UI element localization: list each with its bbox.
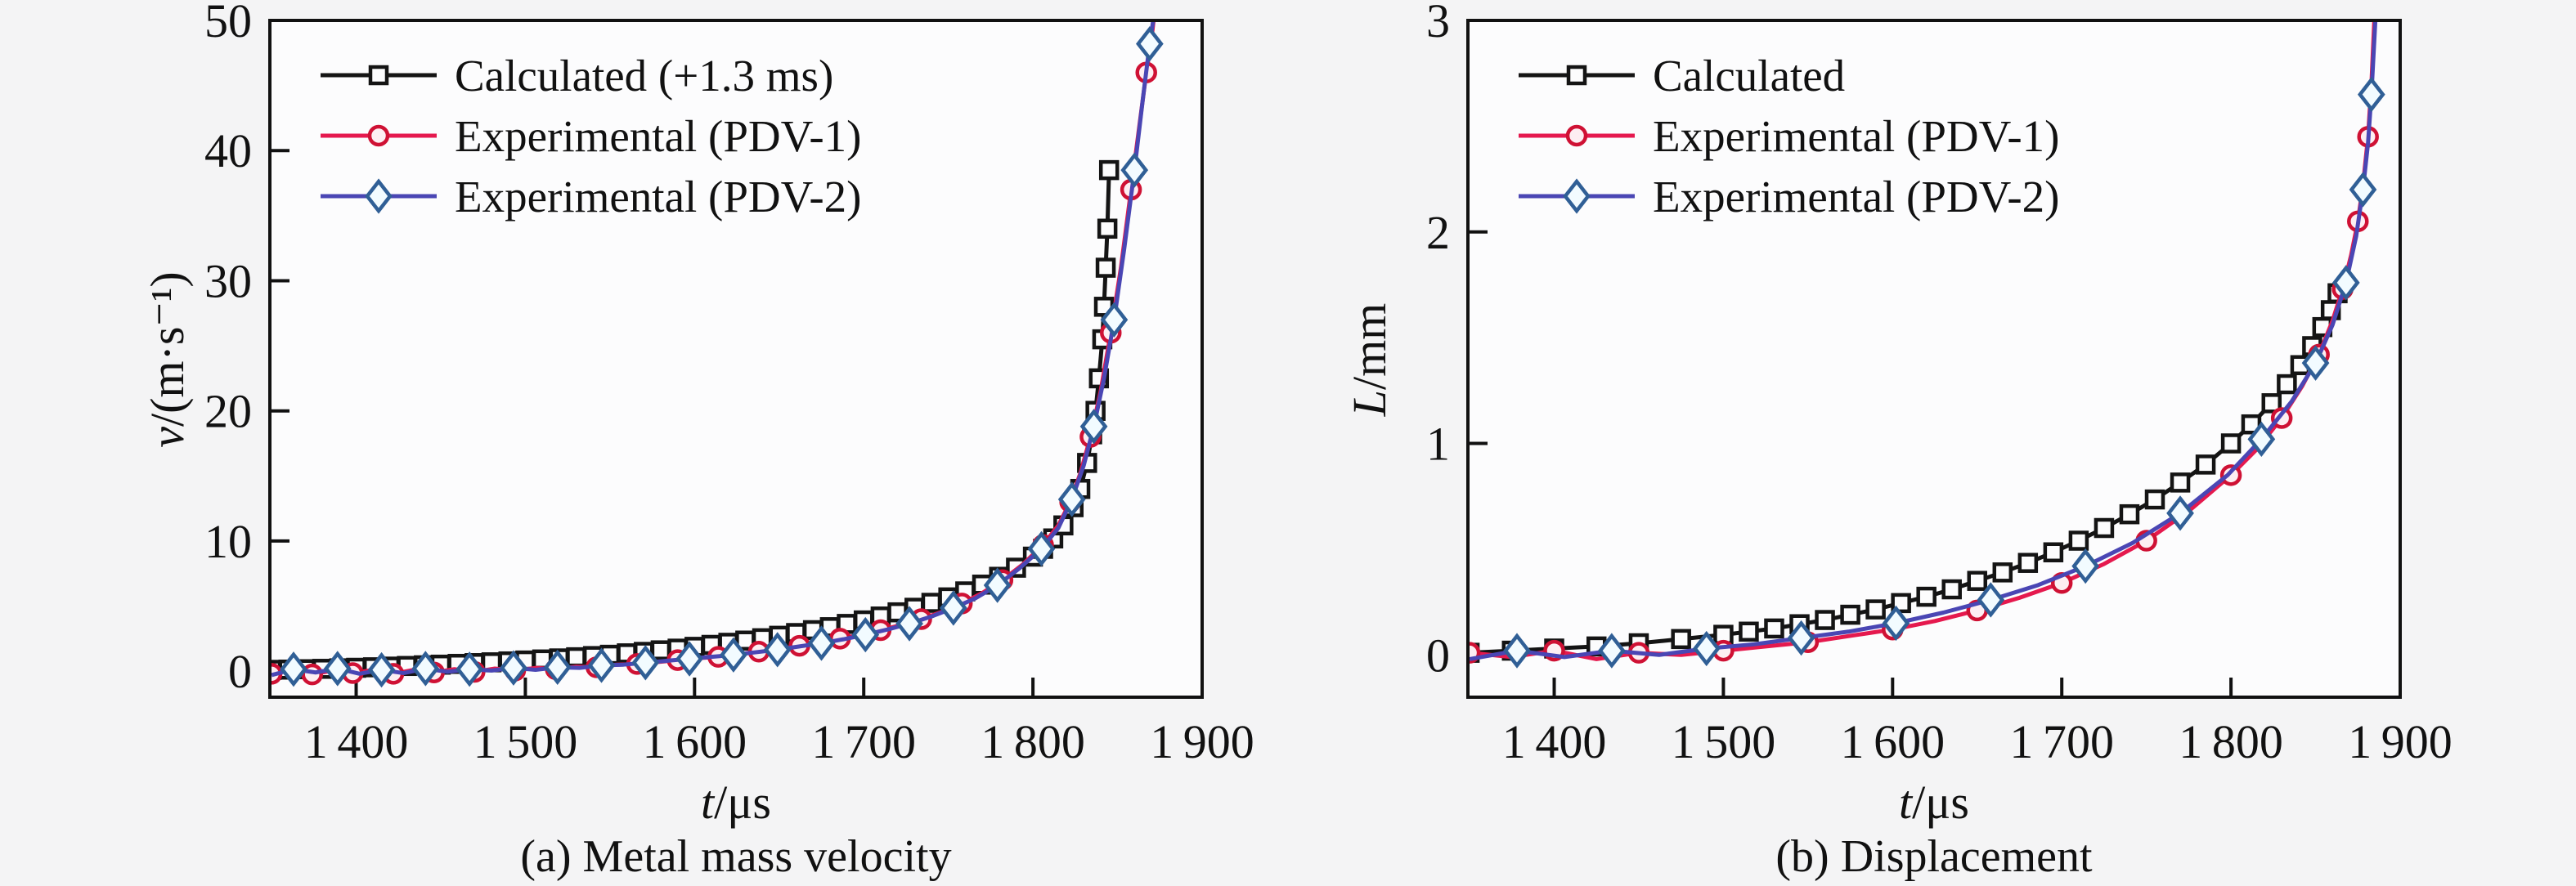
pdv2-series-marker-icon: [1515, 178, 1638, 214]
plot-frame: [1466, 19, 2402, 699]
legend-item: Calculated (+1.3 ms): [317, 50, 861, 101]
velocity-caption: (a) Metal mass velocity: [520, 831, 952, 882]
plot-area: [270, 20, 1202, 697]
y-tick-label: 10: [204, 515, 252, 568]
legend-item: Calculated: [1515, 50, 2059, 101]
velocity-x-axis-unit: /μs: [714, 776, 771, 829]
displacement-x-axis-label: t/μs: [1468, 775, 2400, 830]
series-markers: [280, 25, 1164, 688]
y-tick-label: 1: [1426, 418, 1450, 471]
x-tick-label: 1 500: [473, 715, 578, 768]
pdv1-series-marker-icon: [1515, 118, 1638, 154]
legend-label: Experimental (PDV-2): [455, 171, 862, 222]
displacement-y-axis-unit: /mm: [1343, 302, 1396, 391]
legend-marker-line: [321, 124, 437, 147]
y-tick-label: 40: [204, 124, 252, 177]
x-tick-label: 1 400: [304, 715, 409, 768]
legend-marker-line: [1519, 65, 1635, 86]
plot-area: [1468, 20, 2400, 697]
axis-ticks: [270, 19, 1204, 697]
legend-item: Experimental (PDV-2): [1515, 171, 2060, 222]
x-tick-label: 1 600: [642, 715, 747, 768]
legend-marker-line: [321, 178, 437, 214]
legend-label: Calculated (+1.3 ms): [455, 50, 834, 101]
pdv1-series-marker-icon: [317, 118, 440, 154]
series-line: [1469, 20, 2378, 661]
legend-item: Experimental (PDV-2): [317, 171, 862, 222]
series-group: [1468, 20, 2385, 669]
x-tick-label: 1 400: [1502, 715, 1607, 768]
x-tick-label: 1 800: [981, 715, 1085, 768]
x-tick-label: 1 900: [1150, 715, 1254, 768]
y-tick-label: 3: [1426, 0, 1450, 47]
displacement-y-axis-symbol: L: [1343, 390, 1396, 417]
displacement-caption: (b) Displacement: [1775, 831, 2093, 882]
tick-labels: 1 400 1 500 1 600 1 700 1 800 1 900 0 10 20 30 40 5…: [204, 0, 1254, 768]
y-tick-label: 2: [1426, 206, 1450, 259]
velocity-y-axis-label: v/(m·s⁻¹): [141, 131, 194, 588]
velocity-x-axis-symbol: t: [701, 776, 715, 829]
series-markers: [1503, 76, 2385, 669]
legend-marker-line: [1519, 124, 1635, 147]
x-tick-label: 1 700: [811, 715, 916, 768]
legend-label: Calculated: [1653, 50, 1846, 101]
tick-labels: 1 400 1 500 1 600 1 700 1 800 1 900 0 1 2 3: [1426, 0, 2453, 768]
legend-marker-line: [321, 65, 437, 86]
legend-item: Experimental (PDV-1): [317, 110, 862, 161]
legend-label: Experimental (PDV-1): [455, 110, 862, 161]
series-group: [270, 20, 1164, 688]
x-tick-label: 1 600: [1840, 715, 1945, 768]
pdv2-series-marker-icon: [317, 178, 440, 214]
x-tick-label: 1 700: [2009, 715, 2114, 768]
displacement-x-axis-symbol: t: [1899, 776, 1913, 829]
displacement-y-axis-label: L/mm: [1343, 131, 1396, 588]
velocity-x-axis-label: t/μs: [270, 775, 1202, 830]
y-tick-label: 50: [204, 0, 252, 47]
velocity-y-axis-symbol: v: [141, 427, 194, 448]
calculated-series-marker-icon: [317, 57, 440, 93]
x-tick-label: 1 900: [2348, 715, 2453, 768]
velocity-y-axis-unit: /(m·s⁻¹): [141, 271, 194, 427]
y-tick-label: 20: [204, 385, 252, 438]
calculated-series-marker-icon: [1515, 57, 1638, 93]
legend-label: Experimental (PDV-1): [1653, 110, 2060, 161]
legend-item: Experimental (PDV-1): [1515, 110, 2060, 161]
displacement-x-axis-unit: /μs: [1912, 776, 1969, 829]
x-tick-label: 1 500: [1672, 715, 1776, 768]
x-tick-label: 1 800: [2179, 715, 2283, 768]
legend-label: Experimental (PDV-2): [1653, 171, 2060, 222]
y-tick-label: 30: [204, 254, 252, 307]
displacement-legend: Calculated Experimental (PDV-1) Experime…: [1515, 50, 2060, 222]
legend-marker-line: [1519, 178, 1635, 214]
y-tick-label: 0: [228, 645, 252, 698]
y-tick-label: 0: [1426, 629, 1450, 682]
plot-frame: [268, 19, 1204, 699]
velocity-legend: Calculated (+1.3 ms) Experimental (PDV-1…: [317, 50, 862, 222]
